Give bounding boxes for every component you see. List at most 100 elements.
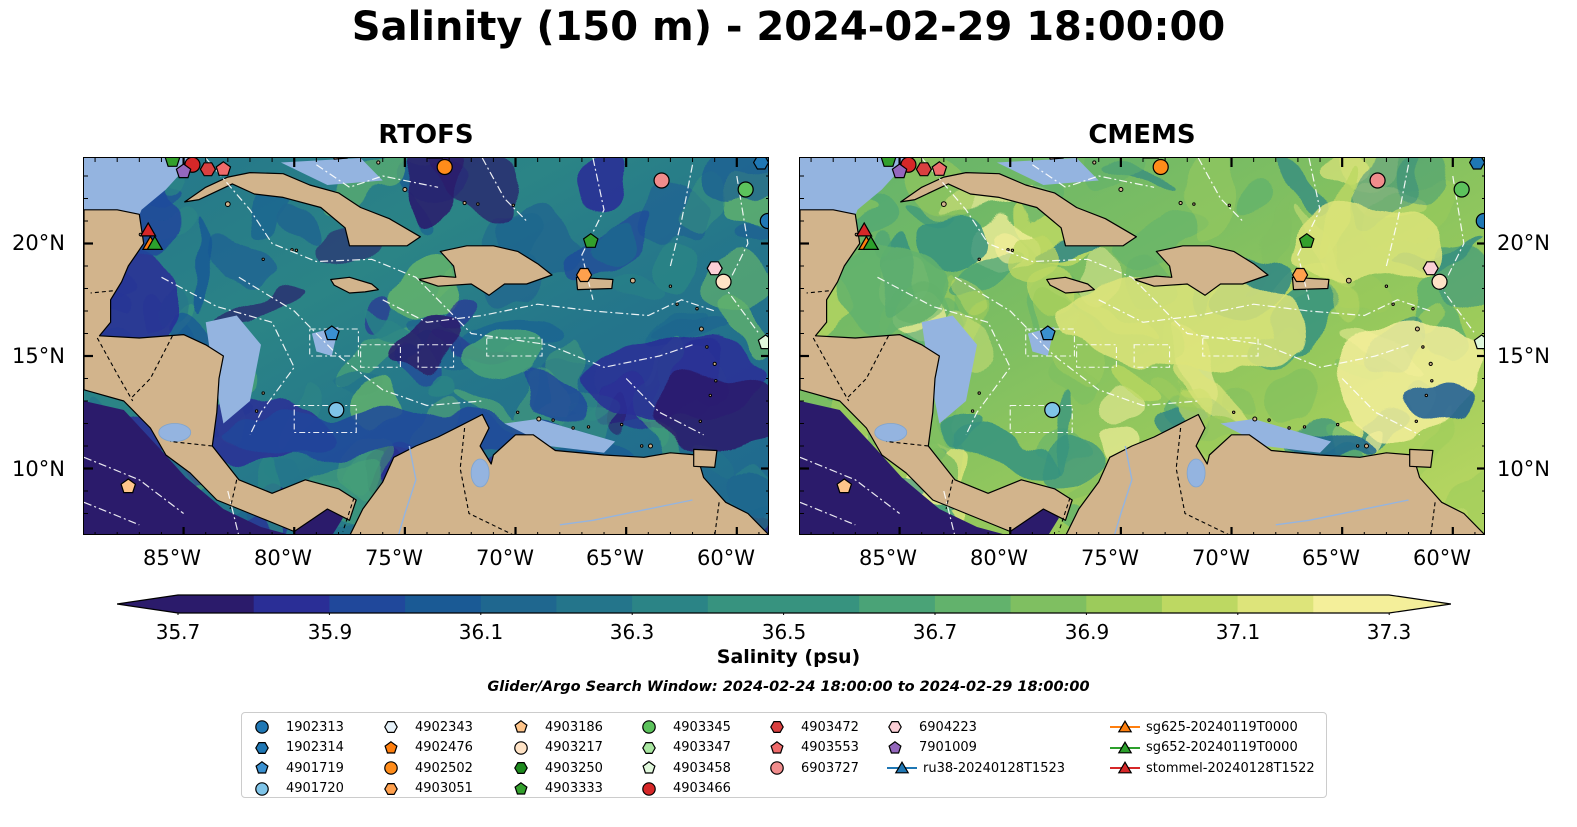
lon-tick-label: 60°W	[1413, 546, 1471, 570]
legend-item: 1902313	[254, 717, 344, 737]
lat-tick-label: 15°N	[12, 344, 65, 368]
legend-item: sg625-20240119T0000	[1110, 717, 1298, 737]
colorbar-segment	[783, 595, 860, 613]
legend-label: 4903466	[673, 781, 731, 796]
legend-marker-icon	[642, 720, 656, 734]
marker-stommel-20240128T1522	[139, 221, 157, 237]
lon-tick-label: 70°W	[476, 546, 534, 570]
colorbar-tick-label: 36.1	[458, 620, 504, 644]
legend-marker-icon	[514, 720, 528, 733]
legend-marker-icon	[255, 720, 269, 734]
legend-marker-icon	[384, 782, 398, 795]
legend-label: 4903250	[545, 760, 603, 776]
legend-marker-icon	[384, 740, 398, 754]
legend-label: 1902314	[286, 740, 344, 755]
legend-label: 4901720	[286, 781, 344, 796]
legend-label: 1902313	[286, 719, 344, 735]
colorbar-segment	[1086, 595, 1163, 613]
colorbar-segment	[480, 595, 558, 613]
lon-tick-label: 75°W	[1081, 546, 1139, 570]
colorbar-segment	[1010, 595, 1087, 613]
legend-item: 4901720	[254, 779, 344, 799]
search-window-caption: Glider/Argo Search Window: 2024-02-24 18…	[487, 679, 1090, 695]
marker-4903051	[575, 267, 593, 283]
legend-marker-icon	[384, 761, 398, 775]
lon-tick-label: 65°W	[586, 546, 644, 570]
marker-6903727	[653, 172, 670, 189]
legend-marker-icon	[1110, 740, 1140, 753]
lat-tick-label: 20°N	[1497, 231, 1550, 255]
legend-marker-icon	[888, 720, 902, 733]
marker-4903458	[757, 334, 768, 350]
lon-tick-label: 85°W	[859, 546, 917, 570]
colorbar-segment	[632, 595, 709, 613]
colorbar-tick-label: 36.5	[761, 620, 807, 644]
marker-4903472	[199, 162, 217, 177]
legend-item: 4903186	[513, 717, 603, 737]
colorbar-tick-label: 36.7	[912, 620, 958, 644]
legend-item: ru38-20240128T1523	[887, 758, 1065, 778]
legend-item: 4903466	[641, 779, 731, 799]
legend-label: 4903472	[801, 719, 859, 735]
legend-label: 4903345	[673, 719, 731, 735]
legend-item: 6904223	[887, 717, 977, 737]
lat-tick-label: 20°N	[12, 231, 65, 255]
marker-4903217	[715, 273, 732, 290]
lon-tick-label: 70°W	[1192, 546, 1250, 570]
legend-label: 4903217	[545, 740, 603, 755]
marker-1902313	[759, 212, 768, 230]
legend-marker-icon	[255, 781, 269, 796]
legend-marker-icon	[887, 761, 917, 774]
marker-6903727	[1369, 172, 1386, 189]
legend-label: 7901009	[919, 740, 977, 755]
marker-4903472	[915, 162, 933, 177]
colorbar-segment	[329, 595, 406, 613]
legend-marker-icon	[642, 741, 656, 754]
marker-4903333	[164, 158, 181, 167]
colorbar	[117, 594, 1451, 615]
marker-4903345	[1453, 181, 1470, 198]
colorbar-tick-label: 37.3	[1366, 620, 1412, 644]
legend-label: 4901719	[286, 760, 344, 776]
legend-label: 4903347	[673, 740, 731, 755]
lon-tick-label: 80°W	[970, 546, 1028, 570]
legend-item: 4903051	[383, 779, 473, 799]
legend-label: ru38-20240128T1523	[923, 760, 1066, 776]
colorbar-tick-label: 35.7	[155, 620, 201, 644]
legend-item: 4902476	[383, 738, 473, 758]
legend-label: 4902502	[415, 760, 473, 776]
legend-label: 4902343	[415, 719, 473, 735]
marker-4902502	[1152, 158, 1169, 176]
legend-marker-icon	[888, 740, 902, 754]
marker-4903553	[931, 161, 948, 176]
colorbar-label: Salinity (psu)	[716, 646, 861, 668]
legend-item: 4903458	[641, 758, 731, 778]
legend-item: 4902502	[383, 758, 473, 778]
legend-item: 4903472	[769, 717, 859, 737]
marker-4903333	[1298, 232, 1315, 248]
marker-4901719	[1039, 325, 1056, 341]
legend-marker-icon	[642, 761, 656, 774]
colorbar-segment	[405, 595, 482, 613]
legend-marker-icon	[770, 761, 784, 775]
legend-label: 4903458	[673, 760, 731, 776]
cmems-map	[799, 157, 1485, 535]
marker-4903217	[1431, 273, 1448, 290]
colorbar-extend-max	[1389, 595, 1451, 613]
rtofs-map	[83, 157, 769, 535]
marker-6904223	[706, 261, 723, 276]
marker-4903333	[582, 232, 599, 248]
rtofs-panel-title: RTOFS	[378, 120, 474, 150]
marker-4902502	[436, 158, 453, 176]
legend-label: 4903553	[801, 740, 859, 755]
lat-tick-label: 10°N	[1497, 457, 1550, 481]
colorbar-segment	[707, 595, 785, 613]
legend-marker-icon	[255, 741, 269, 754]
lon-tick-label: 60°W	[697, 546, 755, 570]
legend-label: sg652-20240119T0000	[1146, 740, 1298, 755]
marker-4903345	[737, 181, 754, 198]
legend-item: 4903217	[513, 738, 603, 758]
legend-item: 4903333	[513, 779, 603, 799]
colorbar-tick-label: 35.9	[307, 620, 353, 644]
legend: 1902313 1902314 4901719 4901720 4902343 49024…	[241, 712, 1327, 798]
